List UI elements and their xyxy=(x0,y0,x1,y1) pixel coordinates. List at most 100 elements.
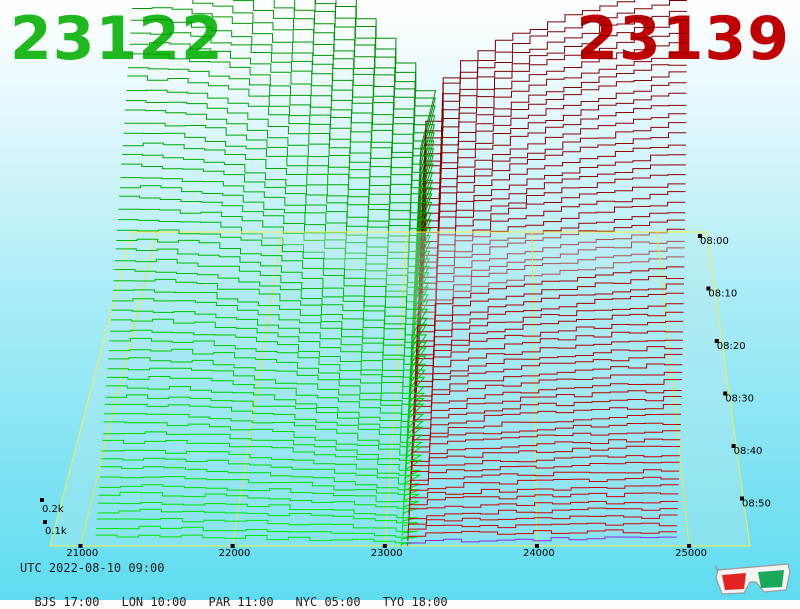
price-gridline xyxy=(656,231,690,547)
ask-depth-line xyxy=(420,144,686,310)
ask-depth-line xyxy=(419,191,686,335)
bid-depth-line xyxy=(96,525,418,541)
ask-depth-line xyxy=(417,247,685,366)
ask-depth-line xyxy=(420,154,686,315)
ask-depth-line xyxy=(418,212,686,346)
ask-depth-line xyxy=(416,266,685,377)
ask-depth-line xyxy=(421,113,687,294)
price-gridline xyxy=(384,231,408,547)
ask-depth-line xyxy=(417,240,685,361)
bid-depth-line xyxy=(96,518,418,536)
bid-depth-line xyxy=(102,439,421,490)
bid-depth-line xyxy=(99,484,419,516)
time-tick-label: 08:20 xyxy=(717,341,746,352)
bid-depth-line xyxy=(98,502,419,526)
bid-depth-line xyxy=(315,0,436,243)
ask-depth-line xyxy=(411,438,681,480)
ask-depth-line xyxy=(416,283,684,387)
ask-depth-line xyxy=(407,529,677,541)
price-tick-marker xyxy=(382,544,387,548)
bid-depth-line xyxy=(100,466,420,505)
chart-floor xyxy=(49,231,751,547)
ask-depth-line xyxy=(415,320,684,407)
time-tick-label: 08:30 xyxy=(725,394,754,405)
bid-depth-line xyxy=(99,476,420,510)
ask-depth-line xyxy=(409,484,679,510)
ask-depth-line xyxy=(424,10,687,243)
ask-depth-line xyxy=(415,311,684,402)
ask-depth-line xyxy=(411,422,681,469)
ask-depth-line xyxy=(409,469,680,500)
bid-depth-line xyxy=(109,337,425,433)
ask-depth-line xyxy=(411,430,681,474)
timezone-bjs: BJS 17:00 xyxy=(34,595,100,609)
ask-depth-line xyxy=(410,461,680,495)
ask-depth-line xyxy=(424,32,687,253)
ask-depth-line xyxy=(412,396,682,454)
time-tick-label: 08:00 xyxy=(700,236,729,247)
ask-depth-line xyxy=(416,276,685,382)
ask-depth-line xyxy=(417,256,685,371)
ask-depth-line xyxy=(424,19,687,248)
depth-lines-back xyxy=(117,0,687,371)
ask-depth-line xyxy=(413,379,682,443)
price-tick-marker xyxy=(534,544,539,548)
bid-price: 23122 xyxy=(10,4,224,74)
price-tick-marker xyxy=(78,544,83,548)
price-gridline xyxy=(232,231,283,547)
ask-depth-line xyxy=(407,536,677,546)
ask-depth-line xyxy=(425,0,687,238)
ask-depth-line xyxy=(407,522,678,536)
ask-price: 23139 xyxy=(576,4,790,74)
ask-depth-line xyxy=(408,492,679,516)
ask-depth-line xyxy=(423,42,687,258)
3d-glasses-icon[interactable] xyxy=(714,560,792,596)
depth-lines-front xyxy=(95,229,685,546)
timezone-tyo: TYO 18:00 xyxy=(382,595,448,609)
ask-depth-line xyxy=(421,122,687,299)
depth-tick-marker xyxy=(40,498,44,502)
ask-depth-line xyxy=(413,353,683,428)
bid-depth-line xyxy=(108,348,425,438)
ask-depth-line xyxy=(408,514,678,531)
bid-depth-line xyxy=(107,367,425,449)
ask-depth-line xyxy=(409,476,679,505)
price-tick-label: 25000 xyxy=(675,548,707,559)
ask-depth-line xyxy=(411,413,681,464)
bid-depth-line xyxy=(106,385,424,459)
bid-depth-line xyxy=(101,457,420,500)
ask-depth-line xyxy=(414,330,684,413)
bid-depth-line xyxy=(95,534,417,546)
bid-depth-line xyxy=(111,309,426,418)
price-tick-label: 24000 xyxy=(523,548,555,559)
depth-tick-marker xyxy=(43,520,47,524)
axis-labels: 21000 22000 23000 24000 25000 08:00 08:10 08:20… xyxy=(40,234,771,559)
ask-depth-line xyxy=(420,164,686,320)
floor-plane xyxy=(49,231,751,547)
ask-depth-line xyxy=(422,92,687,284)
price-tick-marker xyxy=(230,544,235,548)
bid-depth-line xyxy=(106,376,424,454)
depth-tick-label: 0.2k xyxy=(42,504,64,515)
ask-depth-line xyxy=(410,455,680,490)
time-tick-marker xyxy=(731,444,736,448)
bid-depth-line xyxy=(105,394,424,464)
time-tick-label: 08:50 xyxy=(742,499,771,510)
ask-depth-line xyxy=(422,104,687,289)
depth-tick-label: 0.1k xyxy=(45,526,67,537)
ask-depth-line xyxy=(422,82,687,279)
bid-depth-line xyxy=(117,229,428,377)
ask-depth-line xyxy=(421,132,687,305)
price-tick-label: 22000 xyxy=(219,548,251,559)
ask-depth-line xyxy=(415,303,684,397)
price-tick-marker xyxy=(687,544,692,548)
ask-depth-line xyxy=(408,507,678,526)
time-tick-marker xyxy=(698,234,702,238)
time-tick-label: 08:40 xyxy=(734,446,763,457)
ask-depth-line xyxy=(418,219,686,351)
timezone-lon: LON 10:00 xyxy=(121,595,187,609)
bid-depth-line xyxy=(101,449,421,495)
ask-depth-line xyxy=(425,0,636,232)
time-tick-marker xyxy=(740,496,744,501)
timezone-nyc: NYC 05:00 xyxy=(295,595,361,609)
